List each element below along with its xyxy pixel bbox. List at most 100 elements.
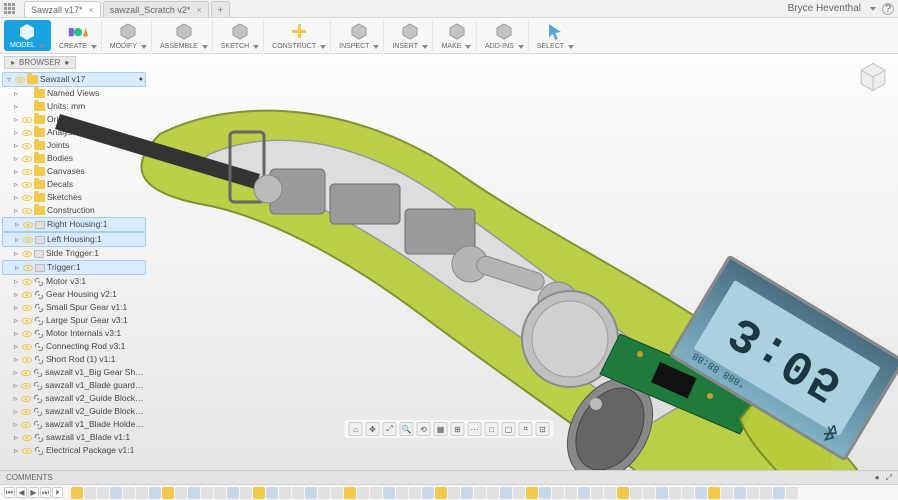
timeline-feature[interactable]	[721, 487, 733, 499]
timeline-feature[interactable]	[760, 487, 772, 499]
timeline-feature[interactable]	[227, 487, 239, 499]
timeline-feature[interactable]	[773, 487, 785, 499]
nav-button[interactable]: ⟲	[417, 422, 431, 436]
browser-item[interactable]: ▹sawzall v1_Blade guard An...	[2, 379, 146, 392]
timeline-feature[interactable]	[474, 487, 486, 499]
nav-button[interactable]: ⤢	[383, 422, 397, 436]
browser-item[interactable]: ▹Side Trigger:1	[2, 247, 146, 260]
browser-item[interactable]: ▹Motor Internals v3:1	[2, 327, 146, 340]
timeline-feature[interactable]	[71, 487, 83, 499]
timeline-feature[interactable]	[526, 487, 538, 499]
timeline-feature[interactable]	[279, 487, 291, 499]
browser-item[interactable]: ▹Analysis	[2, 126, 146, 139]
timeline-feature[interactable]	[500, 487, 512, 499]
timeline-feature[interactable]	[669, 487, 681, 499]
browser-item[interactable]: ▹Left Housing:1	[2, 232, 146, 247]
timeline-feature[interactable]	[643, 487, 655, 499]
timeline-feature[interactable]	[786, 487, 798, 499]
visibility-icon[interactable]	[23, 220, 33, 230]
ribbon-addins[interactable]: ADD-INS	[481, 20, 529, 51]
browser-item[interactable]: ▹Construction	[2, 204, 146, 217]
browser-item[interactable]: ▹Gear Housing v2:1	[2, 288, 146, 301]
visibility-icon[interactable]	[22, 342, 32, 352]
browser-item[interactable]: ▹Short Rod (1) v1:1	[2, 353, 146, 366]
timeline-feature[interactable]	[656, 487, 668, 499]
timeline-feature[interactable]	[201, 487, 213, 499]
timeline-feature[interactable]	[97, 487, 109, 499]
close-icon[interactable]: ×	[89, 5, 94, 15]
user-menu-caret[interactable]	[870, 7, 876, 11]
nav-button[interactable]: ⊡	[536, 422, 550, 436]
timeline-feature[interactable]	[513, 487, 525, 499]
browser-item[interactable]: ▹Motor v3:1	[2, 275, 146, 288]
expand-comments-icon[interactable]: ⤢	[886, 473, 892, 483]
timeline-feature[interactable]	[357, 487, 369, 499]
browser-item[interactable]: ▹Right Housing:1	[2, 217, 146, 232]
browser-item[interactable]: ▹sawzall v2_Guide Block v1:2	[2, 405, 146, 418]
browser-item[interactable]: ▹Joints	[2, 139, 146, 152]
visibility-icon[interactable]	[21, 394, 31, 404]
timeline-feature[interactable]	[734, 487, 746, 499]
nav-button[interactable]: 🔍	[400, 422, 414, 436]
document-tab[interactable]: sawzall_Scratch v2*×	[103, 1, 209, 17]
visibility-icon[interactable]	[23, 235, 33, 245]
help-icon[interactable]: ?	[882, 3, 894, 15]
view-cube[interactable]	[856, 60, 890, 94]
browser-item[interactable]: ▹Trigger:1	[2, 260, 146, 275]
ribbon-create[interactable]: CREATE	[55, 20, 102, 51]
timeline-feature[interactable]	[84, 487, 96, 499]
timeline-feature[interactable]	[188, 487, 200, 499]
timeline-feature[interactable]	[331, 487, 343, 499]
nav-button[interactable]: ⌂	[349, 422, 363, 436]
comments-bar[interactable]: COMMENTS ● ⤢	[0, 470, 898, 484]
timeline-play-button[interactable]: ⏵	[52, 487, 63, 498]
browser-item[interactable]: ▹sawzall v1_Blade Holder As...	[2, 418, 146, 431]
visibility-icon[interactable]	[22, 141, 32, 151]
document-tab[interactable]: Sawzall v17*×	[24, 1, 101, 17]
visibility-icon[interactable]	[22, 316, 32, 326]
timeline-feature[interactable]	[123, 487, 135, 499]
browser-item[interactable]: ▹Large Spur Gear v3:1	[2, 314, 146, 327]
timeline-play-button[interactable]: ◀	[16, 487, 27, 498]
nav-button[interactable]: ⋯	[468, 422, 482, 436]
timeline-feature[interactable]	[422, 487, 434, 499]
timeline-feature[interactable]	[409, 487, 421, 499]
visibility-icon[interactable]	[21, 381, 31, 391]
timeline-feature[interactable]	[539, 487, 551, 499]
visibility-icon[interactable]	[22, 180, 32, 190]
timeline-feature[interactable]	[370, 487, 382, 499]
nav-button[interactable]: ▦	[434, 422, 448, 436]
user-name[interactable]: Bryce Heventhal	[788, 3, 861, 14]
timeline-play-button[interactable]: ▶	[28, 487, 39, 498]
browser-item[interactable]: ▹Connecting Rod v3:1	[2, 340, 146, 353]
timeline-feature[interactable]	[149, 487, 161, 499]
browser-item[interactable]: ▹Named Views	[2, 87, 146, 100]
timeline-feature[interactable]	[344, 487, 356, 499]
visibility-icon[interactable]	[21, 420, 31, 430]
browser-header[interactable]: ▸ BROWSER ●	[4, 56, 76, 69]
timeline-feature[interactable]	[630, 487, 642, 499]
timeline-feature[interactable]	[578, 487, 590, 499]
ribbon-construct[interactable]: CONSTRUCT	[268, 20, 331, 51]
ribbon-inspect[interactable]: INSPECT	[335, 20, 384, 51]
browser-item[interactable]: ▹Sketches	[2, 191, 146, 204]
nav-button[interactable]: ▢	[502, 422, 516, 436]
visibility-icon[interactable]	[21, 368, 31, 378]
timeline-feature[interactable]	[253, 487, 265, 499]
apps-menu-icon[interactable]	[4, 3, 16, 15]
ribbon-model[interactable]: MODEL	[4, 20, 51, 51]
visibility-icon[interactable]	[22, 206, 32, 216]
browser-item[interactable]: ▹sawzall v2_Guide Block v1:1	[2, 392, 146, 405]
browser-item[interactable]: ▹Decals	[2, 178, 146, 191]
visibility-icon[interactable]	[22, 154, 32, 164]
nav-button[interactable]: ⊞	[451, 422, 465, 436]
ribbon-sketch[interactable]: SKETCH	[217, 20, 264, 51]
visibility-icon[interactable]	[22, 115, 32, 125]
visibility-icon[interactable]	[22, 167, 32, 177]
timeline-feature[interactable]	[396, 487, 408, 499]
timeline-feature[interactable]	[136, 487, 148, 499]
timeline-feature[interactable]	[383, 487, 395, 499]
timeline-feature[interactable]	[708, 487, 720, 499]
visibility-icon[interactable]	[22, 290, 32, 300]
visibility-icon[interactable]	[22, 433, 32, 443]
